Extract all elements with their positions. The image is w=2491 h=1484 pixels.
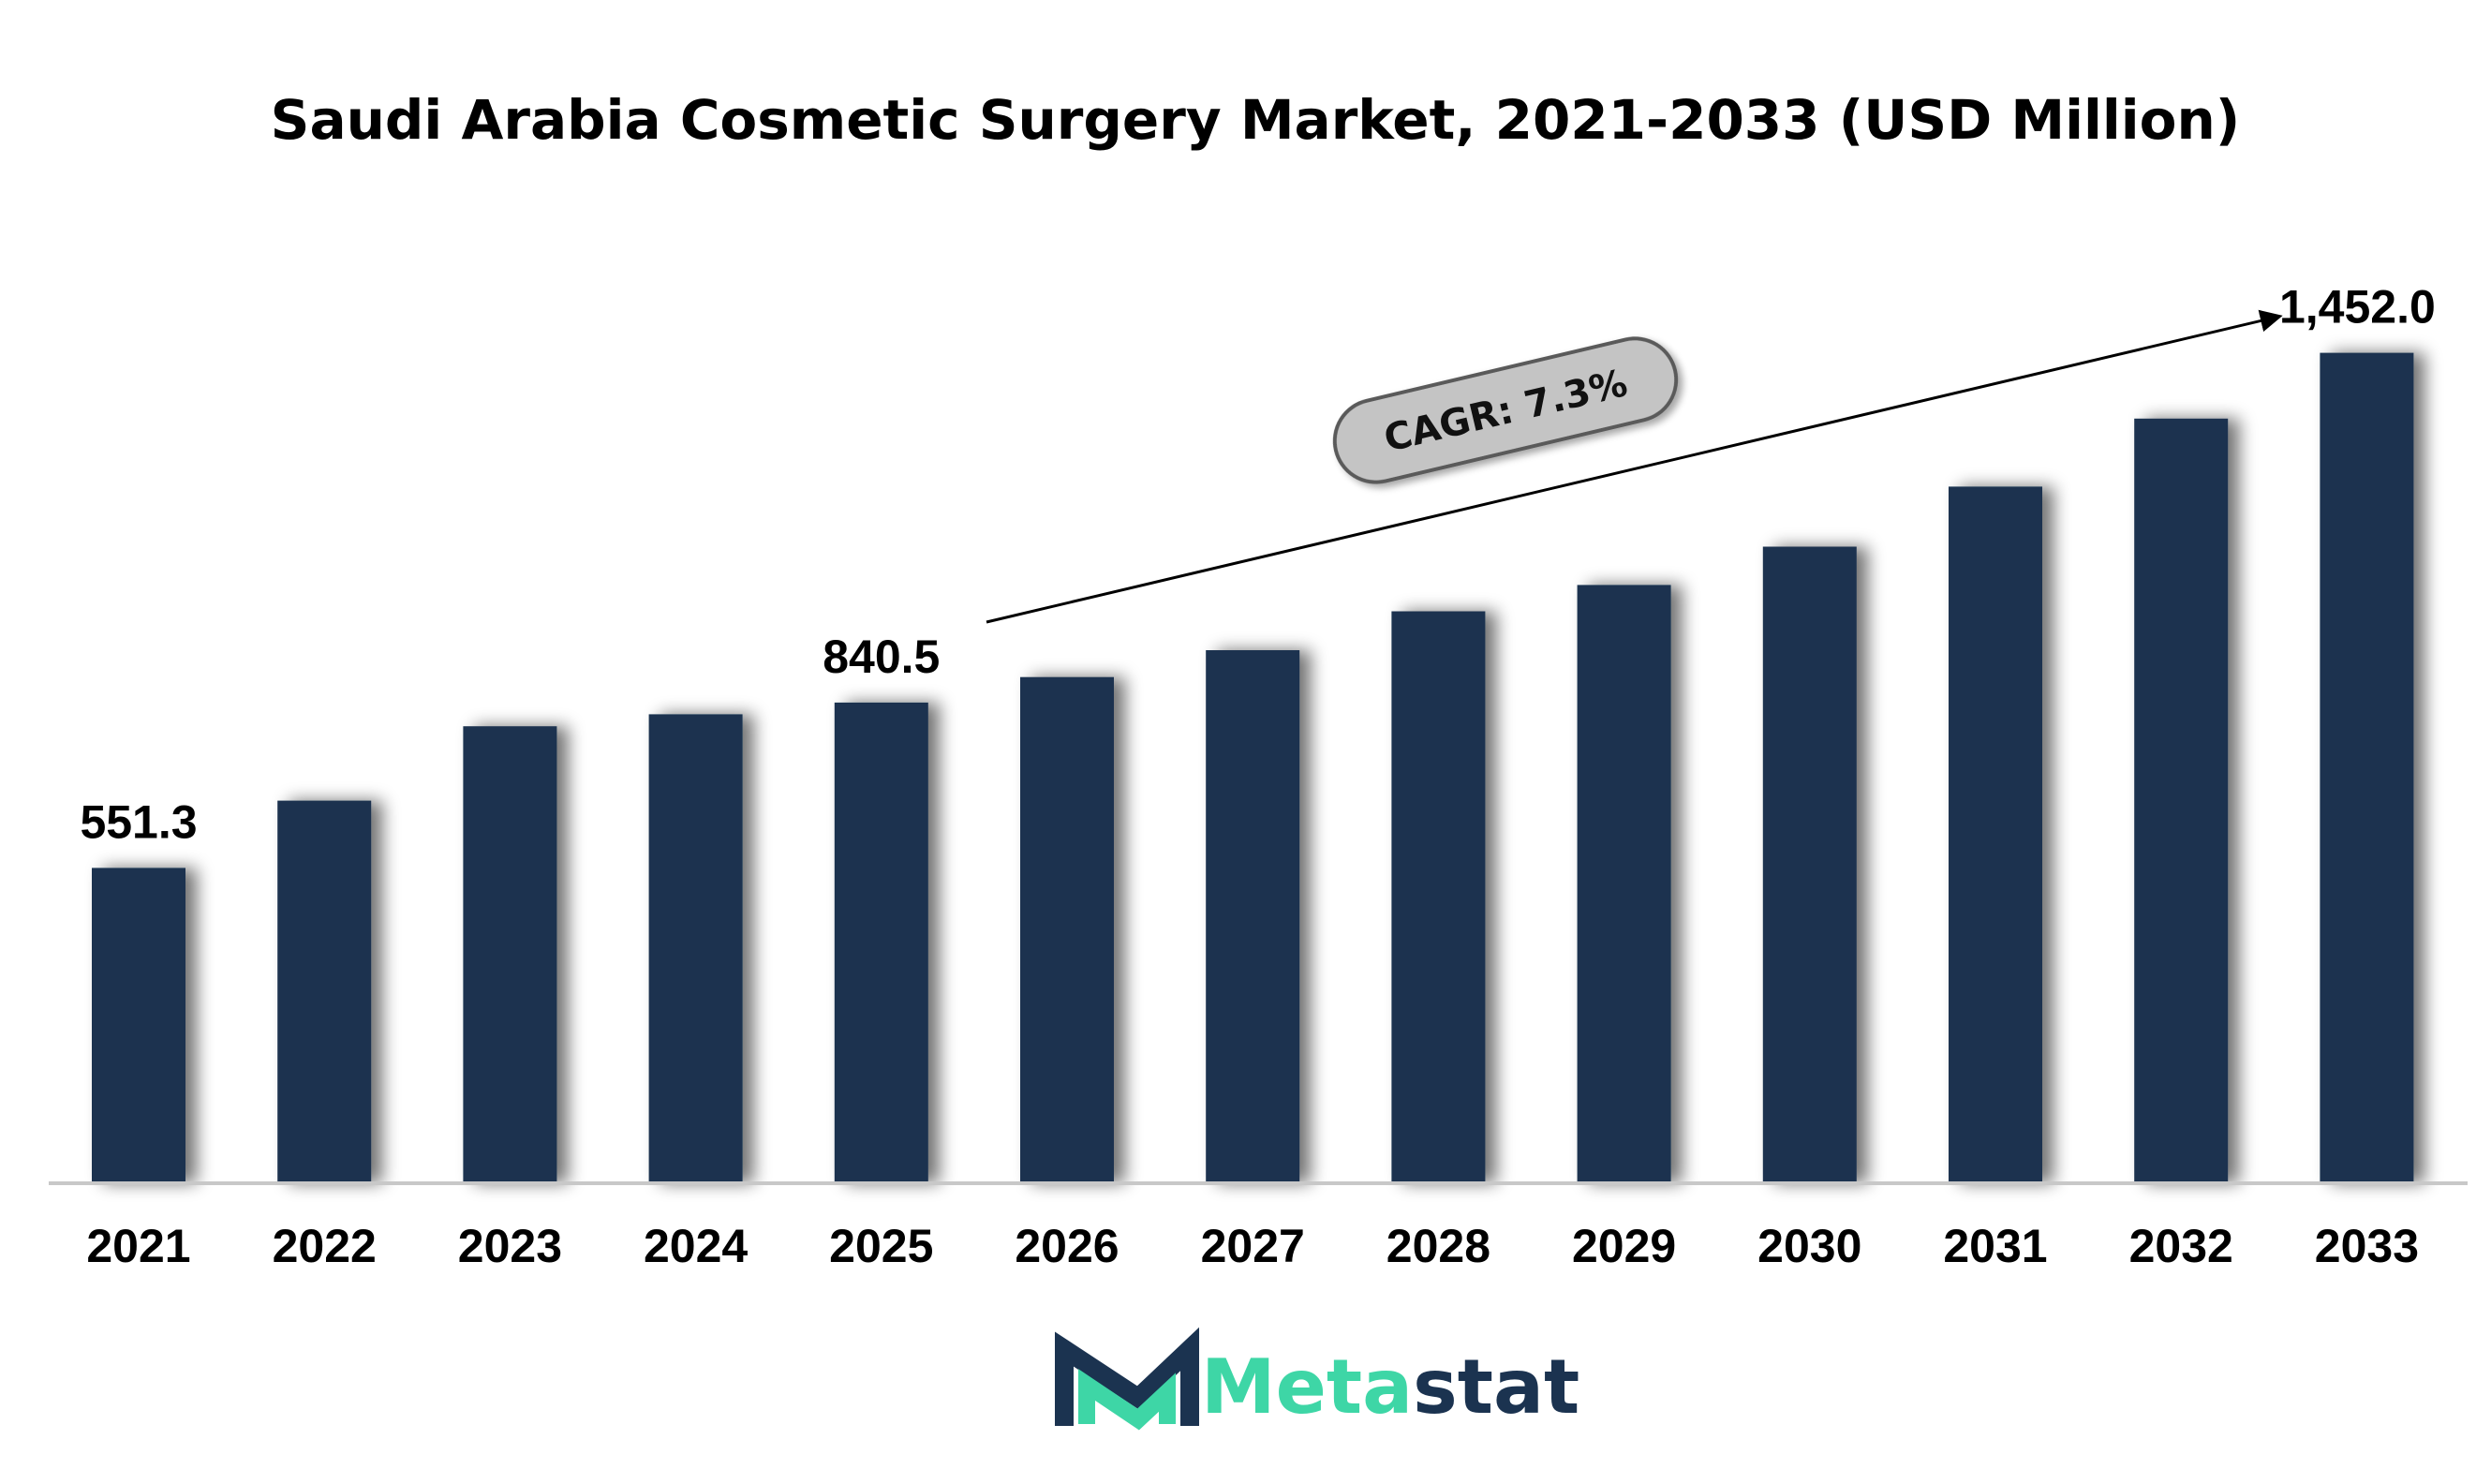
bar-2024 bbox=[648, 714, 743, 1183]
x-tick-label-2022: 2022 bbox=[273, 1220, 377, 1272]
chart-title: Saudi Arabia Cosmetic Surgery Market, 20… bbox=[271, 88, 2241, 152]
metastat-m-logo-icon bbox=[1055, 1327, 1199, 1431]
x-tick-label-2029: 2029 bbox=[1572, 1220, 1676, 1272]
x-tick-label-2028: 2028 bbox=[1386, 1220, 1490, 1272]
data-labels: 551.3 840.5 1,452.0 bbox=[80, 281, 2435, 849]
bar-2025 bbox=[834, 702, 928, 1183]
bar-2023 bbox=[463, 726, 557, 1183]
x-tick-labels: 2021 2022 2023 2024 2025 2026 2027 2028 2029 2030… bbox=[86, 1220, 2419, 1272]
bar-2030 bbox=[1762, 546, 1857, 1183]
bar-2029 bbox=[1577, 585, 1671, 1183]
x-tick-label-2030: 2030 bbox=[1757, 1220, 1861, 1272]
metastat-logo: Metastat bbox=[1055, 1327, 1579, 1431]
cagr-arrow bbox=[986, 309, 2283, 624]
bar-2027 bbox=[1206, 650, 1300, 1183]
data-label-2021: 551.3 bbox=[80, 795, 197, 848]
x-tick-label-2032: 2032 bbox=[2129, 1220, 2233, 1272]
bar-2026 bbox=[1020, 676, 1114, 1183]
x-tick-label-2021: 2021 bbox=[86, 1220, 190, 1272]
x-tick-label-2027: 2027 bbox=[1201, 1220, 1305, 1272]
metastat-logo-text: Metastat bbox=[1201, 1343, 1579, 1431]
bar-2033 bbox=[2320, 352, 2414, 1184]
data-label-2025: 840.5 bbox=[823, 631, 940, 683]
x-tick-label-2025: 2025 bbox=[829, 1220, 933, 1272]
bar-2022 bbox=[277, 800, 372, 1183]
bar-2021 bbox=[92, 868, 185, 1183]
bar-2031 bbox=[1949, 486, 2042, 1183]
x-tick-label-2023: 2023 bbox=[458, 1220, 562, 1272]
metastat-logo-text-meta: Meta bbox=[1201, 1343, 1413, 1431]
cagr-badge-shape bbox=[1332, 336, 1679, 484]
bars bbox=[92, 352, 2414, 1184]
data-label-2033: 1,452.0 bbox=[2279, 281, 2436, 334]
cagr-badge: CAGR: 7.3% bbox=[1332, 336, 1679, 484]
x-tick-label-2026: 2026 bbox=[1015, 1220, 1119, 1272]
bar-2028 bbox=[1391, 611, 1486, 1183]
x-tick-label-2033: 2033 bbox=[2315, 1220, 2419, 1272]
bar-2032 bbox=[2134, 418, 2229, 1183]
metastat-logo-text-stat: stat bbox=[1413, 1343, 1579, 1431]
x-tick-label-2031: 2031 bbox=[1943, 1220, 2047, 1272]
x-tick-label-2024: 2024 bbox=[644, 1220, 748, 1272]
